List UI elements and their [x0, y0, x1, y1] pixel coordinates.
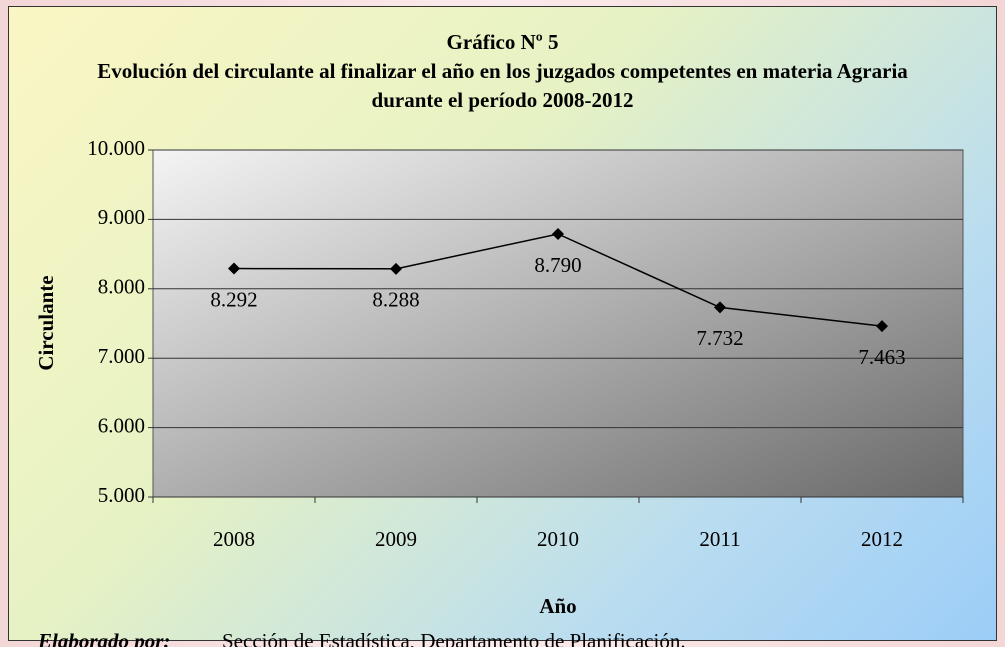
- x-tick-label: 2009: [375, 527, 417, 551]
- y-tick-label: 6.000: [98, 413, 145, 437]
- data-label: 7.463: [858, 345, 905, 369]
- x-tick-label: 2008: [213, 527, 255, 551]
- y-tick-label: 10.000: [87, 136, 145, 160]
- y-tick-label: 8.000: [98, 275, 145, 299]
- note: Sección de Estadística, Departamento de …: [222, 629, 686, 647]
- y-tick-label: 9.000: [98, 205, 145, 229]
- chart-subtitle: Evolución del circulante al finalizar el…: [97, 59, 908, 112]
- y-tick-label: 7.000: [98, 344, 145, 368]
- point: [390, 262, 402, 275]
- x-tick-label: 2012: [861, 527, 903, 551]
- y-tick-label: 5.000: [98, 483, 145, 507]
- data-label: 8.790: [534, 253, 581, 277]
- titles: Gráfico Nº 5 Evolución del circulante al…: [80, 28, 925, 115]
- x-tick-label: 2010: [537, 527, 579, 551]
- chart-title: Gráfico Nº 5: [446, 30, 559, 54]
- data-label: 8.292: [210, 287, 257, 311]
- point: [228, 262, 240, 275]
- x-tick-label: 2011: [699, 527, 740, 551]
- point: [714, 301, 726, 314]
- x-axis-label: Año: [539, 594, 576, 618]
- note-label: Elaborado por:: [37, 629, 170, 647]
- data-label: 8.288: [372, 288, 419, 312]
- data-label: 7.732: [696, 326, 743, 350]
- point: [876, 320, 888, 333]
- plot-area: [152, 149, 964, 498]
- point: [552, 227, 564, 240]
- y-axis-label: Circulante: [34, 275, 58, 370]
